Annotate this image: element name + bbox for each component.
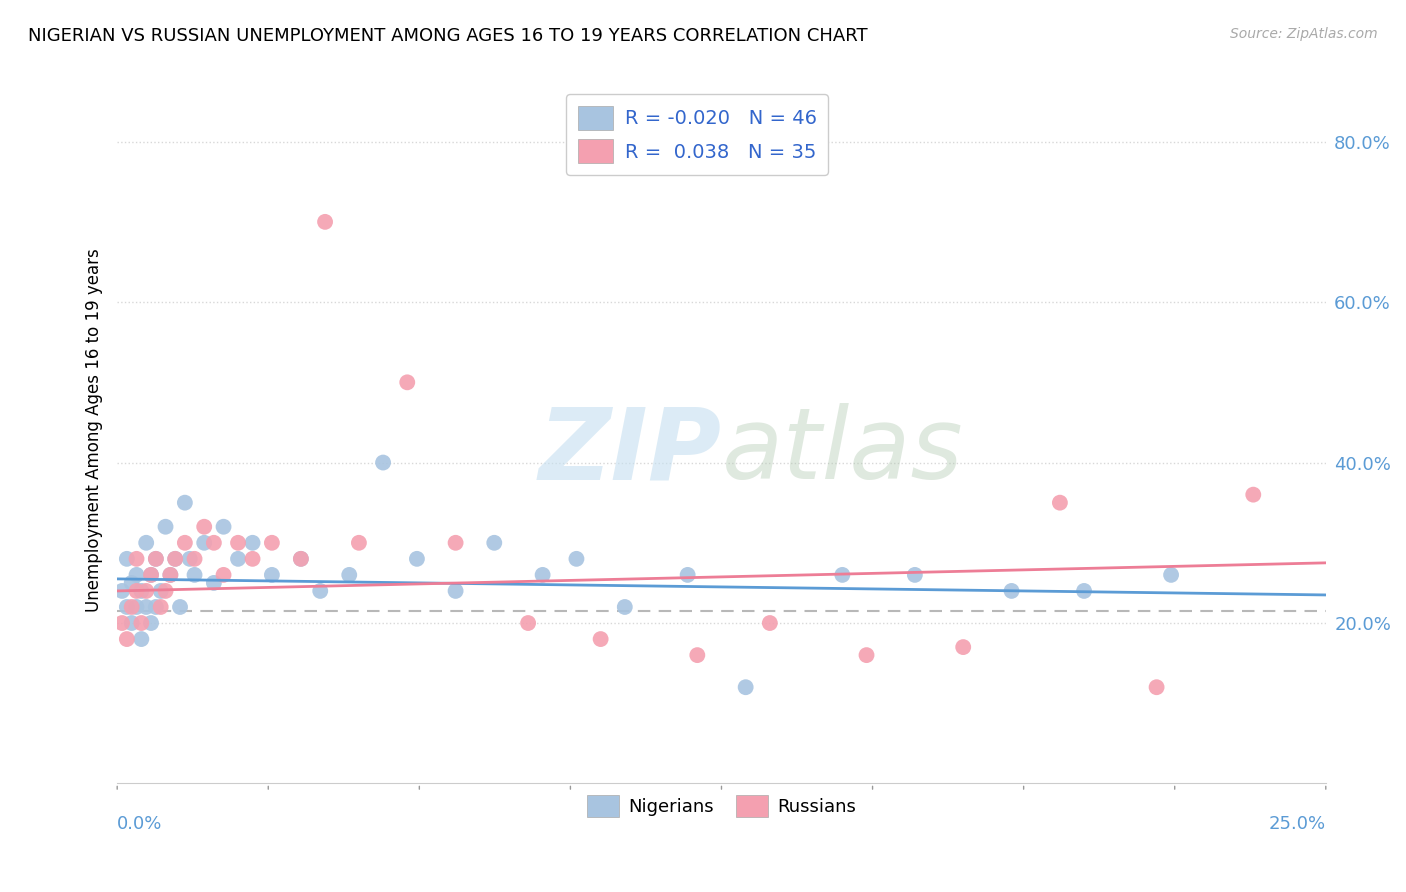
Point bbox=[125, 583, 148, 598]
Point bbox=[371, 456, 394, 470]
Point bbox=[202, 536, 225, 550]
Point bbox=[1241, 488, 1264, 502]
Point bbox=[212, 567, 235, 582]
Point bbox=[517, 615, 540, 630]
Point bbox=[226, 552, 249, 566]
Point bbox=[759, 615, 782, 630]
Point bbox=[115, 632, 138, 646]
Point bbox=[165, 552, 187, 566]
Point bbox=[149, 583, 172, 598]
Point bbox=[904, 567, 927, 582]
Point bbox=[183, 567, 205, 582]
Point bbox=[145, 599, 167, 614]
Point bbox=[139, 567, 162, 582]
Point bbox=[115, 599, 138, 614]
Point bbox=[565, 552, 588, 566]
Point bbox=[337, 567, 360, 582]
Point bbox=[125, 599, 148, 614]
Point bbox=[831, 567, 853, 582]
Point bbox=[444, 536, 467, 550]
Point bbox=[589, 632, 612, 646]
Point bbox=[1160, 567, 1182, 582]
Text: 0.0%: 0.0% bbox=[117, 815, 163, 833]
Point bbox=[686, 648, 709, 662]
Point bbox=[121, 575, 143, 590]
Text: atlas: atlas bbox=[721, 403, 963, 500]
Point bbox=[111, 583, 134, 598]
Point bbox=[111, 615, 134, 630]
Point bbox=[855, 648, 877, 662]
Y-axis label: Unemployment Among Ages 16 to 19 years: Unemployment Among Ages 16 to 19 years bbox=[86, 249, 103, 612]
Point bbox=[145, 552, 167, 566]
Point bbox=[1073, 583, 1095, 598]
Point bbox=[952, 640, 974, 654]
Point bbox=[155, 583, 177, 598]
Point bbox=[121, 599, 143, 614]
Point bbox=[396, 376, 419, 390]
Point bbox=[309, 583, 332, 598]
Text: 25.0%: 25.0% bbox=[1268, 815, 1326, 833]
Point bbox=[121, 615, 143, 630]
Point bbox=[115, 552, 138, 566]
Point bbox=[406, 552, 429, 566]
Point bbox=[347, 536, 370, 550]
Point bbox=[290, 552, 312, 566]
Point bbox=[242, 552, 264, 566]
Point bbox=[131, 632, 153, 646]
Point bbox=[734, 680, 756, 694]
Point bbox=[131, 615, 153, 630]
Point bbox=[1049, 496, 1071, 510]
Point bbox=[193, 520, 215, 534]
Point bbox=[135, 583, 157, 598]
Point bbox=[212, 520, 235, 534]
Legend: Nigerians, Russians: Nigerians, Russians bbox=[579, 788, 863, 824]
Point bbox=[135, 599, 157, 614]
Point bbox=[169, 599, 191, 614]
Point bbox=[444, 583, 467, 598]
Point bbox=[139, 615, 162, 630]
Point bbox=[149, 599, 172, 614]
Point bbox=[484, 536, 506, 550]
Point bbox=[125, 552, 148, 566]
Point bbox=[135, 536, 157, 550]
Point bbox=[165, 552, 187, 566]
Point bbox=[260, 536, 283, 550]
Point bbox=[145, 552, 167, 566]
Point bbox=[1000, 583, 1022, 598]
Point bbox=[193, 536, 215, 550]
Point bbox=[1146, 680, 1168, 694]
Point bbox=[125, 567, 148, 582]
Point bbox=[290, 552, 312, 566]
Point bbox=[676, 567, 699, 582]
Point bbox=[613, 599, 636, 614]
Point bbox=[131, 583, 153, 598]
Point bbox=[173, 536, 195, 550]
Point bbox=[531, 567, 554, 582]
Text: Source: ZipAtlas.com: Source: ZipAtlas.com bbox=[1230, 27, 1378, 41]
Point bbox=[260, 567, 283, 582]
Point bbox=[155, 520, 177, 534]
Point bbox=[226, 536, 249, 550]
Point bbox=[173, 496, 195, 510]
Point bbox=[314, 215, 336, 229]
Point bbox=[159, 567, 181, 582]
Point bbox=[183, 552, 205, 566]
Point bbox=[159, 567, 181, 582]
Point bbox=[202, 575, 225, 590]
Point bbox=[139, 567, 162, 582]
Text: ZIP: ZIP bbox=[538, 403, 721, 500]
Text: NIGERIAN VS RUSSIAN UNEMPLOYMENT AMONG AGES 16 TO 19 YEARS CORRELATION CHART: NIGERIAN VS RUSSIAN UNEMPLOYMENT AMONG A… bbox=[28, 27, 868, 45]
Point bbox=[242, 536, 264, 550]
Point bbox=[179, 552, 201, 566]
